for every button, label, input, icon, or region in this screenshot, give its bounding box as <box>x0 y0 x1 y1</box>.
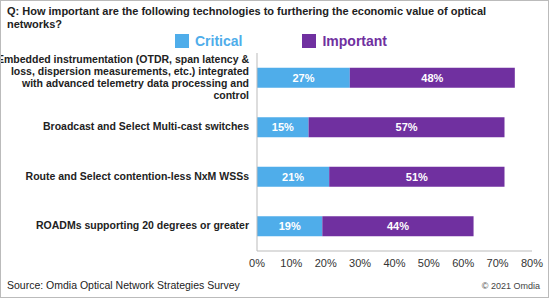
svg-text:19%: 19% <box>279 220 301 232</box>
svg-text:70%: 70% <box>487 257 509 269</box>
svg-text:ROADMs supporting 20 degrees o: ROADMs supporting 20 degrees or greater <box>36 219 249 231</box>
svg-text:20%: 20% <box>315 257 337 269</box>
svg-text:15%: 15% <box>272 121 294 133</box>
html-text:Q: How important are the follo: Q: How important are the following techn… <box>7 5 487 30</box>
svg-text:57%: 57% <box>396 121 418 133</box>
svg-text:Broadcast and Select Multi-cas: Broadcast and Select Multi-cast switches <box>43 120 249 132</box>
svg-text:48%: 48% <box>421 72 443 84</box>
svg-text:60%: 60% <box>452 257 474 269</box>
html-text:Critical: Critical <box>195 33 243 49</box>
html-text:© 2021 Omdia: © 2021 Omdia <box>481 281 540 291</box>
svg-text:0%: 0% <box>249 257 265 269</box>
svg-text:30%: 30% <box>349 257 371 269</box>
svg-text:51%: 51% <box>406 171 428 183</box>
svg-text:27%: 27% <box>292 72 314 84</box>
svg-text:Route and Select contention-le: Route and Select contention-less NxM WSS… <box>26 170 250 182</box>
html-text:Source: Omdia Optical Network: Source: Omdia Optical Network Strategies… <box>7 279 240 291</box>
html-text:Important: Important <box>322 33 387 49</box>
svg-text:80%: 80% <box>521 257 543 269</box>
svg-text:50%: 50% <box>418 257 440 269</box>
svg-text:44%: 44% <box>387 220 409 232</box>
svg-text:21%: 21% <box>282 171 304 183</box>
svg-text:Embedded instrumentation (OTDR: Embedded instrumentation (OTDR, span lat… <box>1 53 249 101</box>
svg-text:40%: 40% <box>383 257 405 269</box>
svg-text:10%: 10% <box>280 257 302 269</box>
